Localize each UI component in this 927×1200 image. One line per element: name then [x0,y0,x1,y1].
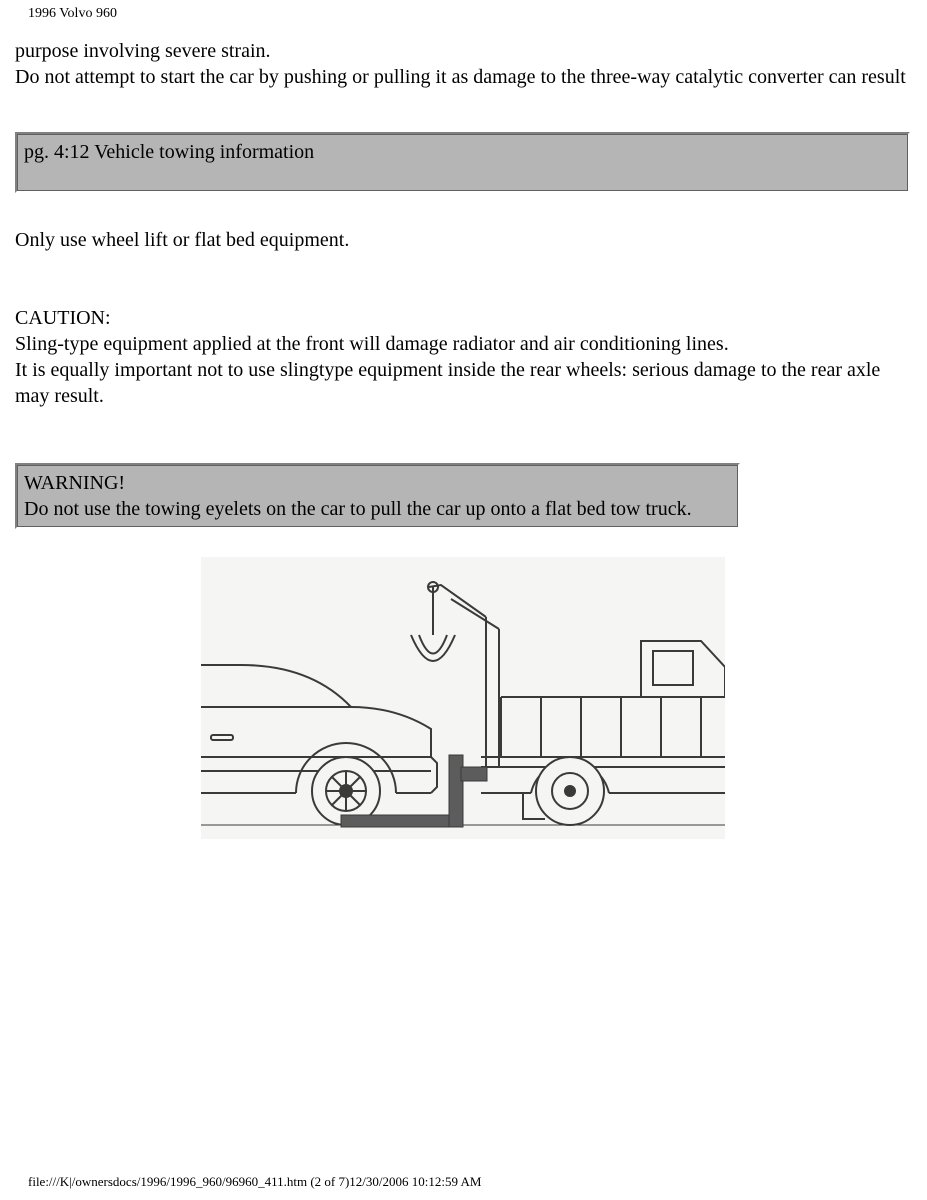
page-header-title: 1996 Volvo 960 [28,6,117,22]
caution-line-2: It is equally important not to use sling… [15,357,910,409]
warning-box: WARNING! Do not use the towing eyelets o… [15,463,740,529]
section-title: pg. 4:12 Vehicle towing information [24,141,314,163]
towing-illustration-svg [201,557,725,839]
caution-line-1: Sling-type equipment applied at the fron… [15,331,910,357]
intro-line-1: purpose involving severe strain. [15,38,910,64]
intro-line-2: Do not attempt to start the car by pushi… [15,64,910,90]
towing-illustration [201,557,725,839]
illustration-wrap [15,557,910,839]
footer-file-path: file:///K|/ownersdocs/1996/1996_960/9696… [28,1174,482,1190]
equipment-note: Only use wheel lift or flat bed equipmen… [15,227,910,253]
warning-text: Do not use the towing eyelets on the car… [24,496,731,522]
page-root: 1996 Volvo 960 purpose involving severe … [0,0,927,1200]
warning-label: WARNING! [24,470,731,496]
section-header-box: pg. 4:12 Vehicle towing information [15,132,910,193]
body-area: purpose involving severe strain. Do not … [15,38,910,839]
caution-label: CAUTION: [15,305,910,331]
